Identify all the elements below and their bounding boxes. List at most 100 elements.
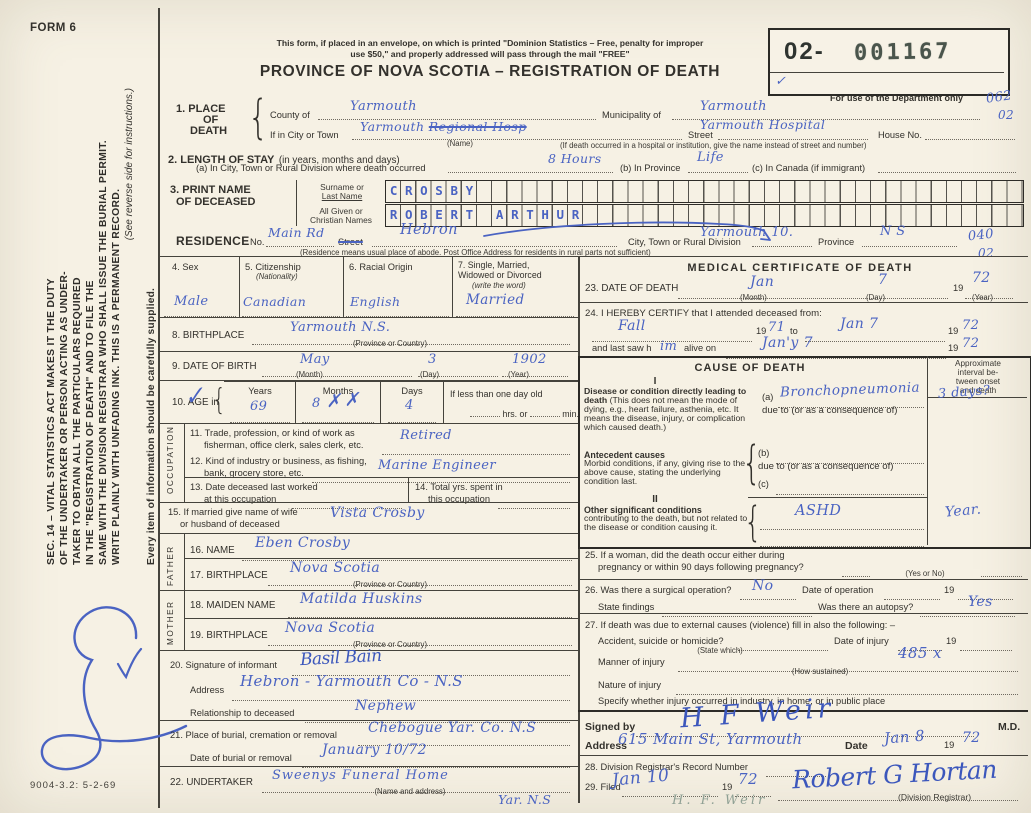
- row-rule: [160, 720, 578, 722]
- grid-letter-cell: [932, 205, 947, 226]
- grid-letter-cell: [629, 181, 644, 202]
- form-number: FORM 6: [30, 22, 77, 34]
- racial-origin-dots: [346, 306, 449, 317]
- residence-no-dots: [266, 236, 334, 247]
- grid-letter-cell: [826, 205, 841, 226]
- s28-dots: [766, 766, 826, 777]
- s26-autopsy-dots: [920, 606, 1015, 617]
- s22-note: (Name and address): [374, 787, 446, 796]
- row-rule: [160, 766, 578, 768]
- s27-label1: 27. If death was due to external causes …: [585, 620, 896, 630]
- s21-date-label: Date of burial or removal: [190, 753, 292, 763]
- s19-dots: [268, 635, 572, 646]
- s2b-label: (b) In Province: [620, 163, 681, 173]
- city-town-dots: [352, 129, 682, 140]
- grid-letter-cell: A: [495, 207, 504, 222]
- s29-date-dots: [622, 786, 718, 797]
- cause-other-interval: Year.: [944, 501, 982, 521]
- grid-letter-cell: [871, 181, 886, 202]
- s24-19a: 19: [756, 326, 767, 336]
- s13-label2: at this occupation: [204, 494, 277, 504]
- s24-last-label2: alive on: [684, 343, 717, 353]
- grid-letter-cell: [689, 181, 704, 202]
- street-label: Street: [688, 130, 713, 140]
- cause-due-a: due to (or as a consequence of): [762, 405, 898, 416]
- cause-b-label: (b): [758, 448, 770, 458]
- grid-letter-cell: [598, 181, 613, 202]
- cause-c-label: (c): [758, 479, 769, 489]
- grid-letter-cell: [992, 181, 1007, 202]
- birthplace-label: 8. BIRTHPLACE: [172, 330, 245, 341]
- sex-label: 4. Sex: [172, 262, 199, 272]
- s2a-dots: [448, 162, 613, 173]
- racial-origin-value: English: [350, 294, 401, 309]
- s27-nature-label: Nature of injury: [598, 680, 662, 690]
- physician-address-label: Address: [585, 740, 628, 752]
- age-months-value: 8: [312, 396, 321, 411]
- s17-dots: [268, 575, 572, 586]
- sign-year-value: 72: [962, 730, 981, 746]
- row-rule: [184, 618, 578, 619]
- grid-letter-cell: S: [435, 183, 443, 198]
- age-brace: {: [212, 383, 226, 418]
- registrar-note: (Division Registrar): [898, 792, 972, 802]
- age-months-crossout: ✗✗: [325, 388, 363, 413]
- s3-divider: [296, 180, 298, 226]
- grid-letter-cell: [886, 181, 901, 202]
- every-item-note: Every item of information should be care…: [146, 287, 157, 565]
- s29-year-dots: [735, 786, 771, 797]
- residence-no-label: No.: [250, 237, 265, 247]
- dob-year-note: (Year): [508, 370, 529, 379]
- s19-label: 19. BIRTHPLACE: [190, 630, 268, 641]
- city-town-label: If in City or Town: [270, 130, 339, 140]
- city-town-value-kept: Yarmouth: [360, 119, 425, 134]
- marital-label2: Widowed or Divorced: [458, 270, 542, 280]
- s18-label: 18. MAIDEN NAME: [190, 600, 276, 611]
- cause-roman-1: I: [653, 376, 657, 387]
- citizenship-value: Canadian: [243, 294, 307, 309]
- grid-letter-cell: [886, 205, 901, 226]
- s29-year-value: 72: [738, 770, 758, 788]
- sidebar-legal-text: SEC. 14 – VITAL STATISTICS ACT MAKES IT …: [45, 20, 163, 565]
- grid-letter-cell: [810, 181, 825, 202]
- city-town-value: Yarmouth Regional Hosp: [360, 119, 527, 134]
- registrar-dots: [778, 790, 1018, 801]
- columns-top-rule: [160, 256, 1028, 258]
- age-years-value: 69: [250, 399, 268, 414]
- s20-rel-label: Relationship to deceased: [190, 708, 295, 718]
- interval-header-4: and death: [959, 386, 997, 395]
- surname-label2: Last Name: [321, 191, 363, 201]
- s18-value: Matilda Huskins: [300, 591, 423, 607]
- given-label2: Christian Names: [310, 215, 372, 225]
- grid-letter-cell: H: [541, 207, 549, 222]
- grid-letter-cell: [538, 181, 553, 202]
- s26-findings-dots: [662, 606, 812, 617]
- grid-letter-cell: [765, 181, 780, 202]
- s1-label: 1. PLACE: [176, 103, 226, 115]
- s26-op-label: Date of operation: [802, 585, 874, 595]
- s24-last-dots: [726, 348, 946, 359]
- legal-line: TAKER TO OBTAIN ALL THE PARTICULARS REQU…: [72, 277, 83, 565]
- cause-c-dots: [776, 484, 924, 495]
- grid-letter-cell: [962, 181, 977, 202]
- row-rule: [578, 302, 1028, 304]
- s27-injury-dots: [898, 640, 942, 651]
- row-rule: [160, 423, 578, 425]
- surname-label1: Surname or: [320, 182, 364, 192]
- s26-autopsy-value: Yes: [968, 594, 993, 610]
- medical-certificate-title: MEDICAL CERTIFICATE OF DEATH: [687, 262, 913, 274]
- row-rule: [160, 351, 578, 353]
- age-less-line: hrs. or min.: [470, 406, 579, 419]
- sign-19: 19: [944, 740, 955, 750]
- residence-no-value: Main Rd: [268, 225, 325, 240]
- s15-label1: 15. If married give name of wife: [168, 507, 298, 517]
- birthplace-note: (Province or Country): [352, 339, 428, 348]
- dob-day-value: 3: [428, 352, 437, 367]
- grid-letter-cell: [916, 181, 931, 202]
- s27-label2: Accident, suicide or homicide?: [598, 636, 724, 646]
- citizenship-dots: [242, 306, 340, 317]
- s26-op-answer-dots: [740, 589, 796, 600]
- s22-value2: Yar. N.S: [498, 792, 552, 807]
- s1-brace: {: [248, 89, 269, 145]
- residence-prov-dots: [862, 236, 957, 247]
